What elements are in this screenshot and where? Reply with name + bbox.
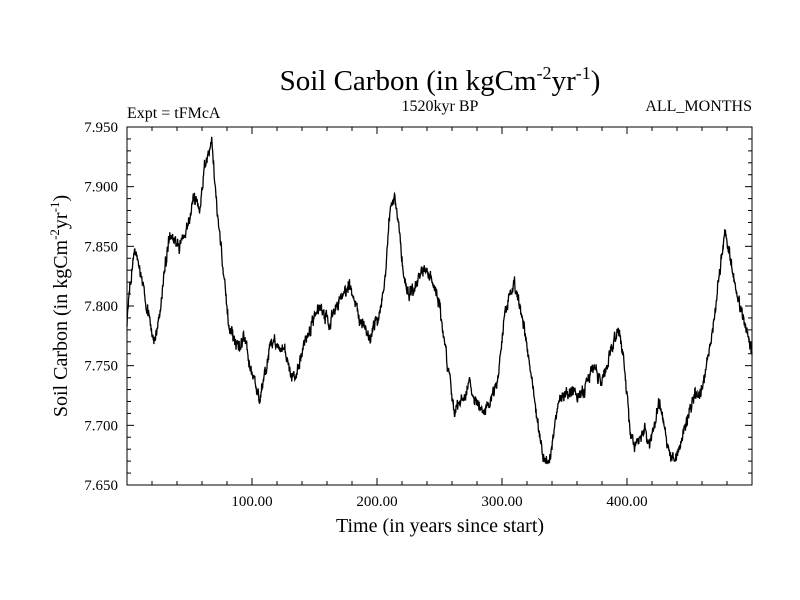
experiment-label: Expt = tFMcA	[127, 105, 221, 122]
y-axis-label: Soil Carbon (in kgCm-2yr-1)	[47, 195, 72, 417]
time-period-label: 1520kyr BP	[402, 98, 479, 115]
data-layer	[126, 136, 753, 465]
x-tick-label: 400.00	[606, 494, 647, 510]
chart-title: Soil Carbon (in kgCm-2yr-1)	[280, 63, 601, 97]
y-tick-label: 7.650	[84, 478, 118, 494]
x-axis-label: Time (in years since start)	[336, 515, 544, 537]
x-tick-label: 100.00	[231, 494, 272, 510]
y-tick-label: 7.750	[84, 359, 118, 375]
y-tick-label: 7.950	[84, 120, 118, 136]
x-tick-label: 300.00	[481, 494, 522, 510]
series-line-0	[126, 136, 753, 465]
y-tick-label: 7.700	[84, 418, 118, 434]
y-tick-label: 7.900	[84, 180, 118, 196]
months-label: ALL_MONTHS	[645, 98, 752, 115]
x-tick-label: 200.00	[356, 494, 397, 510]
y-tick-label: 7.800	[84, 299, 118, 315]
y-tick-label: 7.850	[84, 239, 118, 255]
axis-ticks: 100.00 200.00 300.00 400.00 7.650 7.700 7.750 7…	[84, 120, 752, 510]
